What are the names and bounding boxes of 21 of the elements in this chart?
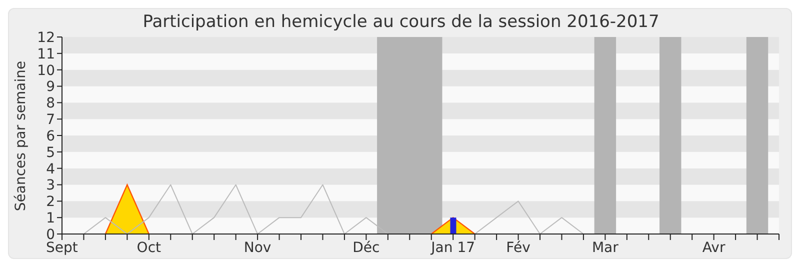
y-axis-title: Séances par semaine xyxy=(13,60,29,211)
y-tick-label: 7 xyxy=(46,112,55,128)
y-tick-label: 1 xyxy=(46,210,55,227)
x-tick-label: Déc xyxy=(352,240,380,256)
y-tick-label: 2 xyxy=(46,194,55,210)
y-tick-label: 8 xyxy=(46,96,55,112)
y-tick-label: 9 xyxy=(46,79,55,96)
y-tick-label: 3 xyxy=(46,178,55,194)
x-tick-label: Oct xyxy=(136,240,162,256)
x-tick-label: Fév xyxy=(506,240,530,256)
y-tick-label: 11 xyxy=(37,46,55,62)
x-tick-label: Avr xyxy=(702,240,726,256)
x-tick-label: Nov xyxy=(244,240,272,256)
y-tick-label: 10 xyxy=(37,62,55,79)
x-tick-label: Mar xyxy=(592,240,619,256)
y-tick-label: 12 xyxy=(37,30,55,46)
x-tick-label: Jan 17 xyxy=(430,240,476,256)
chart-title: Participation en hemicycle au cours de la session 2016-2017 xyxy=(142,12,660,32)
y-tick-label: 5 xyxy=(46,144,55,161)
y-tick-label: 6 xyxy=(46,128,56,144)
y-tick-label: 4 xyxy=(46,161,56,178)
